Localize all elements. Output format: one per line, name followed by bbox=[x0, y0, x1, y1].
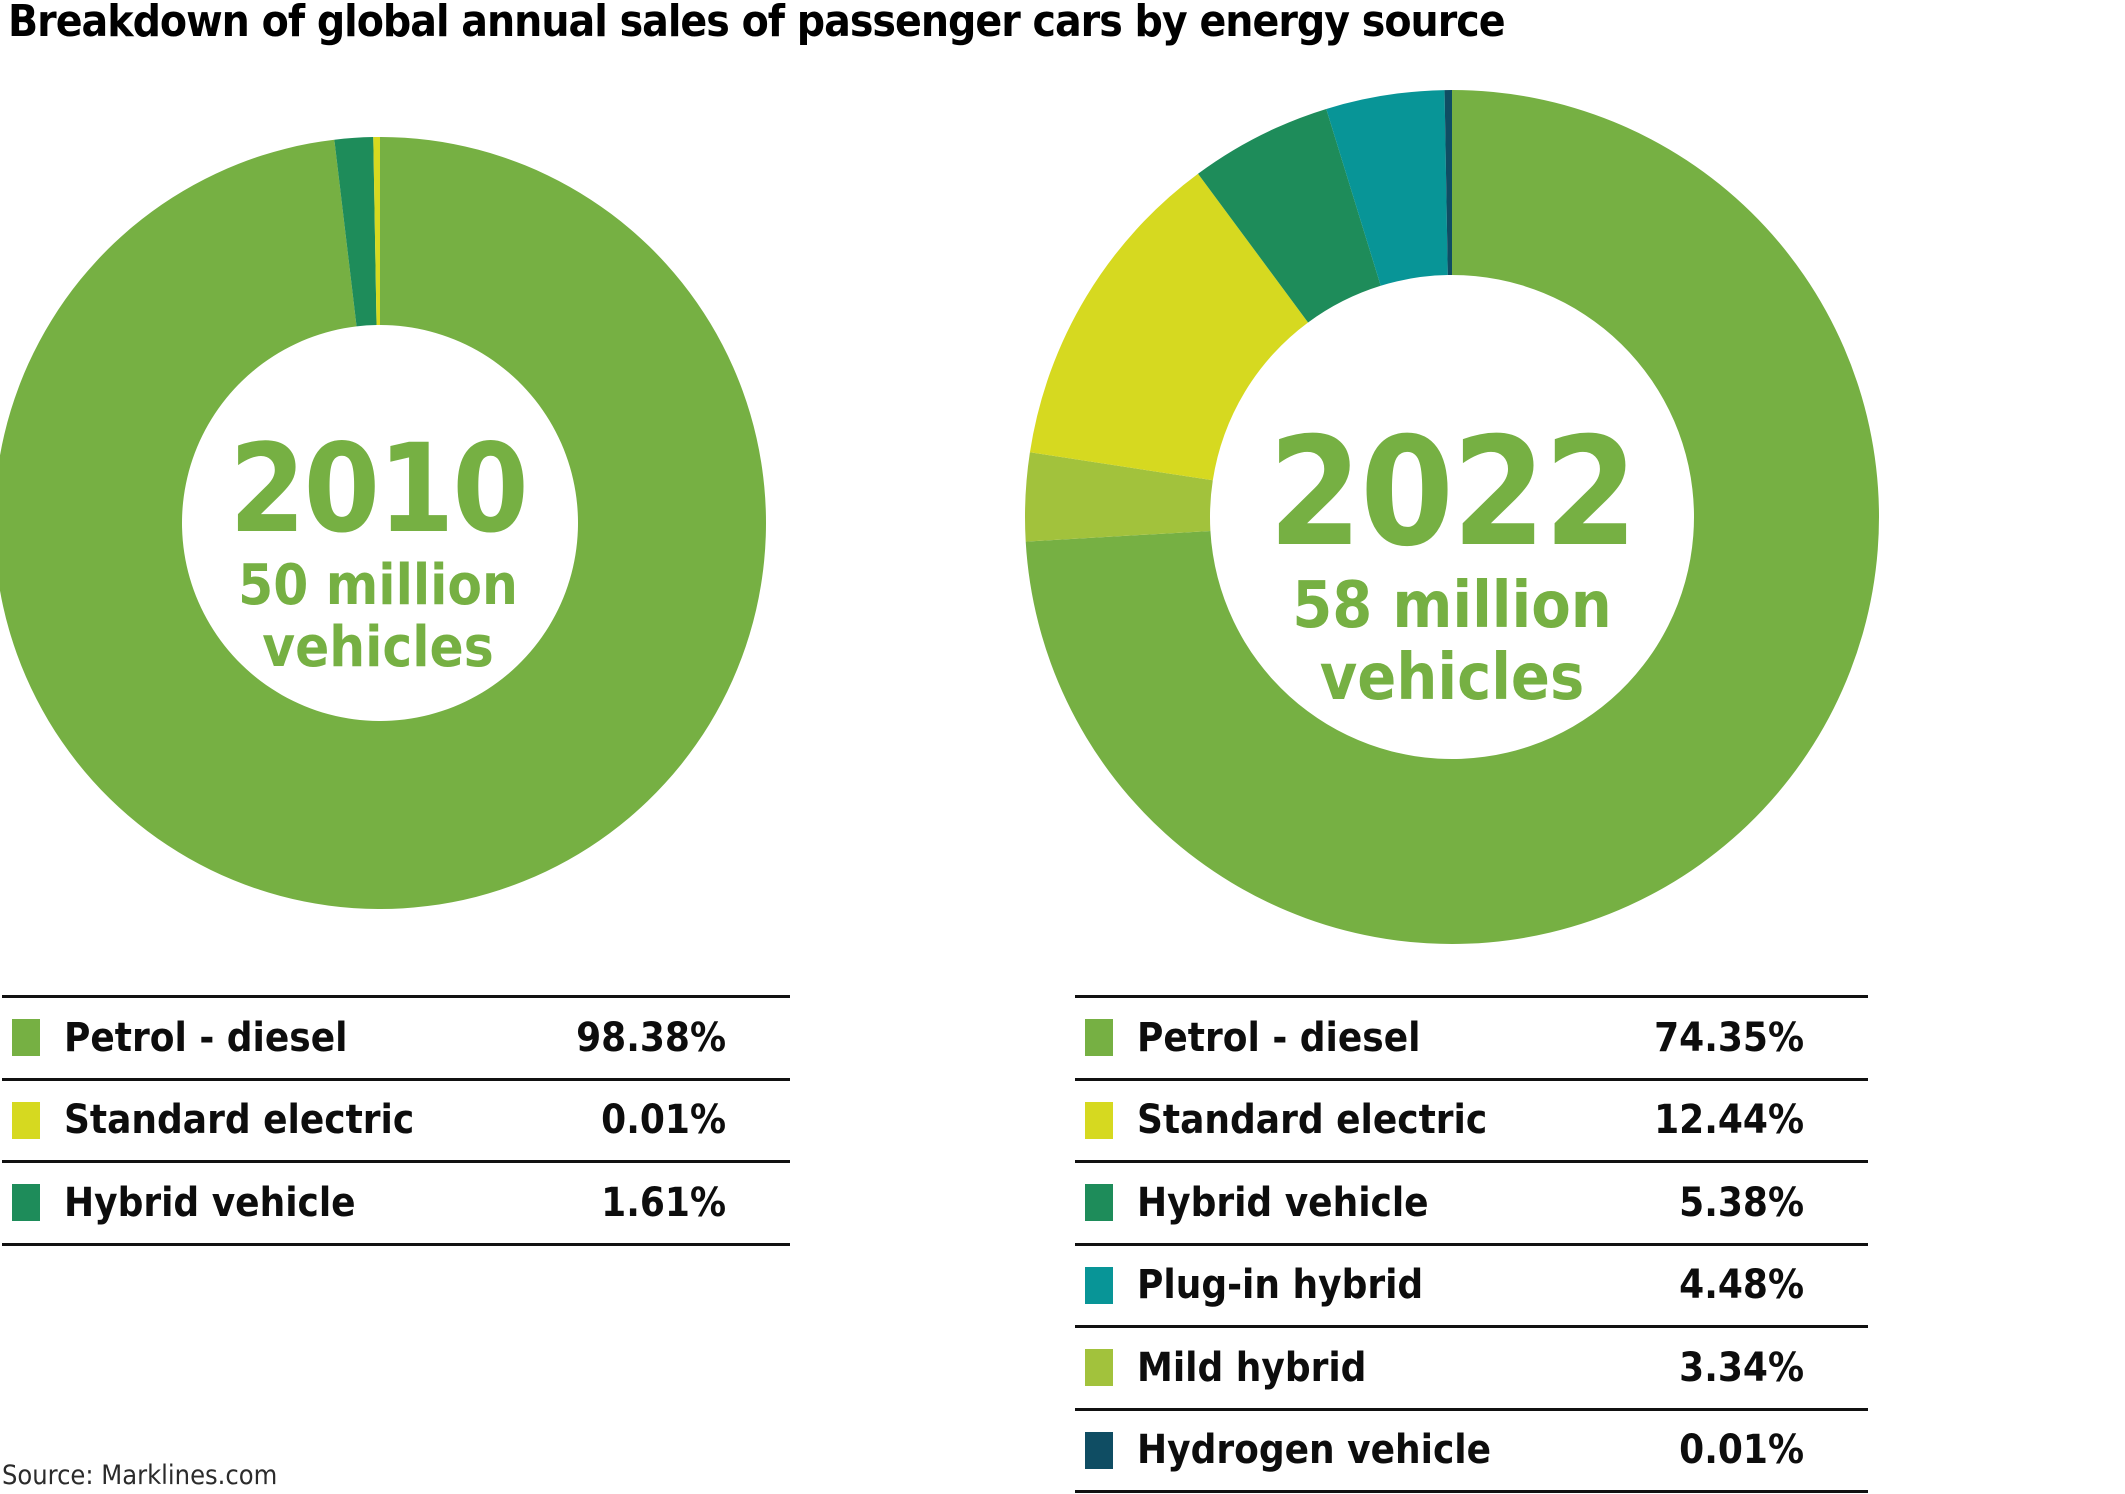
legend-label: Petrol - diesel bbox=[64, 1014, 348, 1061]
legend-row-petrol-diesel: Petrol - diesel 98.38% bbox=[2, 995, 790, 1078]
legend-row-standard-electric: Standard electric 12.44% bbox=[1075, 1077, 1868, 1161]
legend-label: Hydrogen vehicle bbox=[1137, 1427, 1492, 1474]
slice-standard-electric bbox=[1029, 173, 1309, 481]
legend-value: 5.38% bbox=[1679, 1179, 1804, 1226]
donut-2010 bbox=[0, 137, 766, 909]
year-2010: 2010 bbox=[229, 418, 528, 560]
legend-label: Petrol - diesel bbox=[1137, 1014, 1421, 1061]
legend-swatch bbox=[1085, 1266, 1113, 1304]
legend-swatch bbox=[12, 1101, 40, 1139]
vehicles-word-2022: vehicles bbox=[1319, 641, 1585, 715]
legend-row-petrol-diesel: Petrol - diesel 74.35% bbox=[1075, 995, 1868, 1078]
slice-standard-electric bbox=[373, 137, 380, 326]
slice-hybrid-vehicle bbox=[1198, 108, 1381, 323]
source-credit: Source: Marklines.com bbox=[2, 1460, 278, 1491]
legend-swatch bbox=[1085, 1431, 1113, 1469]
legend-label: Standard electric bbox=[64, 1097, 415, 1144]
legend-row-standard-electric: Standard electric 0.01% bbox=[2, 1077, 790, 1161]
legend-label: Hybrid vehicle bbox=[64, 1179, 356, 1226]
slice-plug-in-hybrid bbox=[1326, 90, 1448, 286]
legend-value: 4.48% bbox=[1679, 1262, 1804, 1309]
legend-swatch bbox=[1085, 1019, 1113, 1057]
legend-swatch bbox=[12, 1019, 40, 1057]
legend-2010: Petrol - diesel 98.38% Standard electric 0.… bbox=[2, 995, 790, 1246]
legend-label: Plug-in hybrid bbox=[1137, 1262, 1424, 1309]
legend-row-hybrid-vehicle: Hybrid vehicle 1.61% bbox=[2, 1160, 790, 1243]
legend-label: Standard electric bbox=[1137, 1097, 1488, 1144]
legend-row-hydrogen-vehicle: Hydrogen vehicle 0.01% bbox=[1075, 1407, 1868, 1491]
legend-label: Hybrid vehicle bbox=[1137, 1179, 1429, 1226]
legend-value: 98.38% bbox=[576, 1014, 726, 1061]
vehicles-count-2022: 58 million bbox=[1292, 569, 1612, 643]
slice-mild-hybrid bbox=[1024, 452, 1213, 542]
legend-row-hybrid-vehicle: Hybrid vehicle 5.38% bbox=[1075, 1160, 1868, 1243]
legend-swatch bbox=[1085, 1184, 1113, 1222]
slice-petrol-diesel bbox=[0, 137, 766, 909]
legend-value: 1.61% bbox=[601, 1179, 726, 1226]
legend-value: 0.01% bbox=[1679, 1427, 1804, 1474]
legend-value: 0.01% bbox=[601, 1097, 726, 1144]
vehicles-word-2010: vehicles bbox=[262, 615, 494, 680]
page-title: Breakdown of global annual sales of pass… bbox=[8, 0, 1506, 47]
legend-swatch bbox=[12, 1184, 40, 1222]
legend-swatch bbox=[1085, 1349, 1113, 1387]
donut-2010-center-label: 2010 50 million vehicles bbox=[128, 428, 628, 676]
donut-2022 bbox=[1024, 90, 1879, 944]
legend-row-plug-in-hybrid: Plug-in hybrid 4.48% bbox=[1075, 1242, 1868, 1326]
slice-petrol-diesel bbox=[1025, 90, 1879, 944]
slice-hybrid-vehicle bbox=[334, 137, 377, 327]
legend-swatch bbox=[1085, 1101, 1113, 1139]
donut-2022-center-label: 2022 58 million vehicles bbox=[1202, 418, 1702, 710]
legend-value: 12.44% bbox=[1654, 1097, 1804, 1144]
legend-value: 3.34% bbox=[1679, 1344, 1804, 1391]
year-2022: 2022 bbox=[1268, 406, 1638, 580]
legend-2022: Petrol - diesel 74.35% Standard electric 12… bbox=[1075, 995, 1868, 1493]
vehicles-count-2010: 50 million bbox=[238, 553, 518, 618]
legend-row-mild-hybrid: Mild hybrid 3.34% bbox=[1075, 1325, 1868, 1408]
legend-value: 74.35% bbox=[1654, 1014, 1804, 1061]
legend-label: Mild hybrid bbox=[1137, 1344, 1367, 1391]
slice-hydrogen-vehicle bbox=[1444, 90, 1452, 276]
